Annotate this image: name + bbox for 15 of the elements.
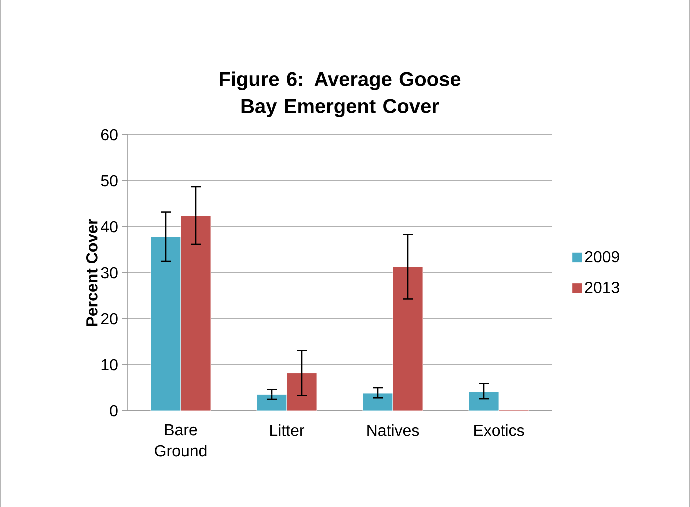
y-tick-label: 20: [101, 313, 118, 325]
legend-label: 2013: [585, 282, 620, 294]
y-tick-label: 10: [102, 359, 118, 371]
x-tick-label: Natives: [368, 424, 420, 436]
y-axis-title: Percent Cover: [86, 219, 98, 326]
y-tick-label: 0: [110, 405, 118, 417]
y-tick-label: 30: [101, 267, 118, 279]
y-tick-label: 60: [101, 129, 118, 141]
x-tick-label: Exotics: [474, 424, 524, 436]
x-tick-label: Litter: [270, 424, 305, 436]
y-tick-label: 50: [101, 175, 118, 187]
y-tick-label: 40: [101, 221, 118, 233]
chart-title: Figure 6: Average Goose Bay Emergent Cover: [220, 72, 461, 118]
x-tick-label: Bare Ground: [155, 424, 207, 457]
legend-label: 2009: [585, 251, 620, 263]
